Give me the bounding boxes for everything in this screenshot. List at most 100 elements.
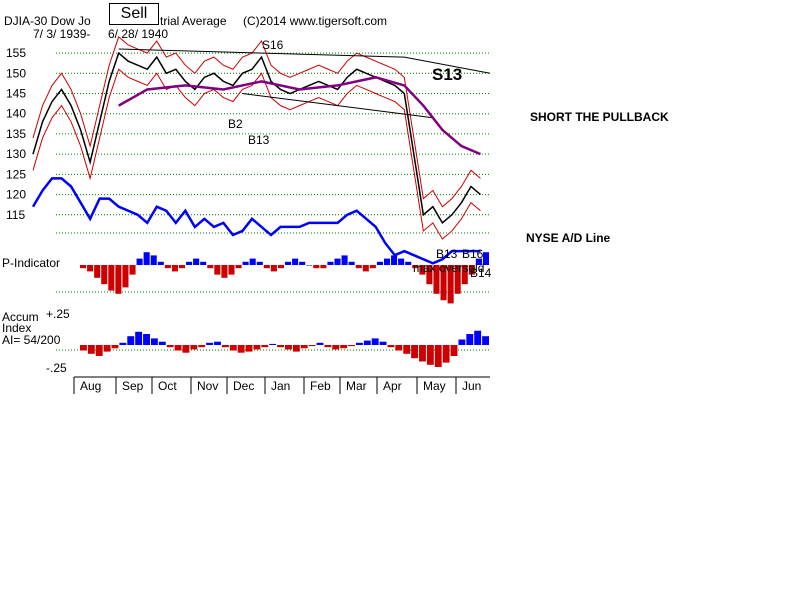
accum-bar <box>340 345 348 349</box>
p-indicator-bar <box>419 265 426 275</box>
month-label: Aug <box>80 379 101 393</box>
trendline-lower <box>242 93 433 119</box>
accum-bar <box>269 343 277 345</box>
accum-tick-top: +.25 <box>46 307 70 321</box>
p-indicator-bar <box>171 265 178 272</box>
p-indicator-bar <box>468 265 475 275</box>
signal-b13-may: B13 <box>436 247 458 261</box>
accum-bar <box>87 345 95 354</box>
p-indicator-bar <box>235 265 242 269</box>
p-indicator-bar <box>447 265 454 304</box>
ai-value: AI= 54/200 <box>2 333 61 347</box>
ad-line <box>31 177 481 265</box>
accum-index-bars <box>80 330 489 367</box>
moving-average-line <box>118 76 481 156</box>
p-indicator-bar <box>270 265 277 272</box>
p-indicator-bar <box>263 265 270 269</box>
p-indicator-bar <box>150 255 157 265</box>
accum-bar <box>221 345 229 348</box>
p-indicator-bar <box>426 265 433 285</box>
p-indicator-bar <box>80 265 87 269</box>
signal-b16: B16 <box>462 247 484 261</box>
price-gridlines <box>56 52 490 351</box>
p-indicator-bar <box>362 265 369 272</box>
p-indicator-bar <box>214 265 221 275</box>
p-indicator-bar <box>207 265 214 269</box>
p-indicator-bar <box>482 252 489 265</box>
p-indicator-bar <box>461 265 468 285</box>
p-indicator-bar <box>306 265 313 266</box>
p-indicator-label: P-Indicator <box>2 256 60 270</box>
accum-bar <box>103 345 111 352</box>
accum-bar <box>198 345 206 348</box>
accum-bar <box>434 345 442 367</box>
accum-bar <box>237 345 245 353</box>
p-indicator-bar <box>186 261 193 265</box>
accum-bar <box>450 345 458 356</box>
accum-bar <box>158 341 166 345</box>
month-label: Oct <box>158 379 177 393</box>
price-tick-label: 150 <box>6 66 26 80</box>
p-indicator-bar <box>94 265 101 278</box>
accum-bar <box>253 345 261 350</box>
p-indicator-bar <box>136 258 143 265</box>
month-label: Sep <box>122 379 144 393</box>
p-indicator-bar <box>200 261 207 265</box>
accum-bar <box>363 340 371 345</box>
price-series <box>32 51 481 225</box>
accum-bar <box>324 345 332 348</box>
accum-bar <box>119 342 127 345</box>
month-label: Jan <box>271 379 290 393</box>
accum-bar <box>143 334 150 345</box>
p-indicator-bar <box>440 265 447 301</box>
accum-bar <box>135 331 143 345</box>
accum-bar <box>206 342 214 345</box>
p-indicator-bar <box>454 265 461 294</box>
p-indicator-bar <box>143 252 150 265</box>
price-tick-label: 125 <box>6 167 26 181</box>
p-indicator-bar <box>277 265 284 269</box>
trendlines <box>118 48 491 119</box>
price-axis-ticks: 155 150 145 140 135 130 125 120 115 <box>6 46 26 222</box>
accum-bar <box>80 345 87 351</box>
accum-bar <box>395 345 403 351</box>
accum-bar <box>292 345 300 352</box>
p-indicator-bar <box>320 265 327 269</box>
ad-series <box>31 177 481 265</box>
p-indicator-bar <box>87 265 94 272</box>
accum-bar <box>332 345 340 350</box>
p-indicator-bar <box>285 261 292 265</box>
index-label: Index <box>2 321 31 335</box>
p-indicator-bar <box>221 265 228 278</box>
p-indicator-bar <box>193 258 200 265</box>
p-indicator-bars <box>80 252 489 304</box>
accum-bar <box>127 336 135 345</box>
sell-signal-box: Sell <box>109 3 159 25</box>
accum-bar <box>261 345 269 348</box>
month-label: Jun <box>462 379 481 393</box>
accum-bar <box>411 345 419 359</box>
accum-tick-bottom: -.25 <box>46 361 67 375</box>
p-indicator-bar <box>101 265 108 285</box>
p-indicator-bar <box>157 261 164 265</box>
price-line <box>32 51 481 225</box>
p-indicator-bar <box>178 265 186 269</box>
ma-series <box>118 76 481 156</box>
accum-bar <box>419 345 426 362</box>
p-indicator-bar <box>299 261 306 265</box>
accum-bar <box>308 345 316 347</box>
price-tick-label: 135 <box>6 127 26 141</box>
p-indicator-bar <box>433 265 440 294</box>
price-tick-label: 120 <box>6 188 26 202</box>
p-indicator-bar <box>355 265 362 269</box>
accum-bar <box>474 330 482 345</box>
accum-bar <box>387 345 395 348</box>
month-label: Mar <box>346 379 367 393</box>
accum-bar <box>190 345 198 350</box>
accum-bar <box>403 345 411 354</box>
month-label: May <box>423 379 446 393</box>
month-label: Nov <box>197 379 218 393</box>
price-tick-label: 130 <box>6 147 26 161</box>
p-indicator-bar <box>348 261 355 265</box>
accum-bar <box>466 334 474 345</box>
